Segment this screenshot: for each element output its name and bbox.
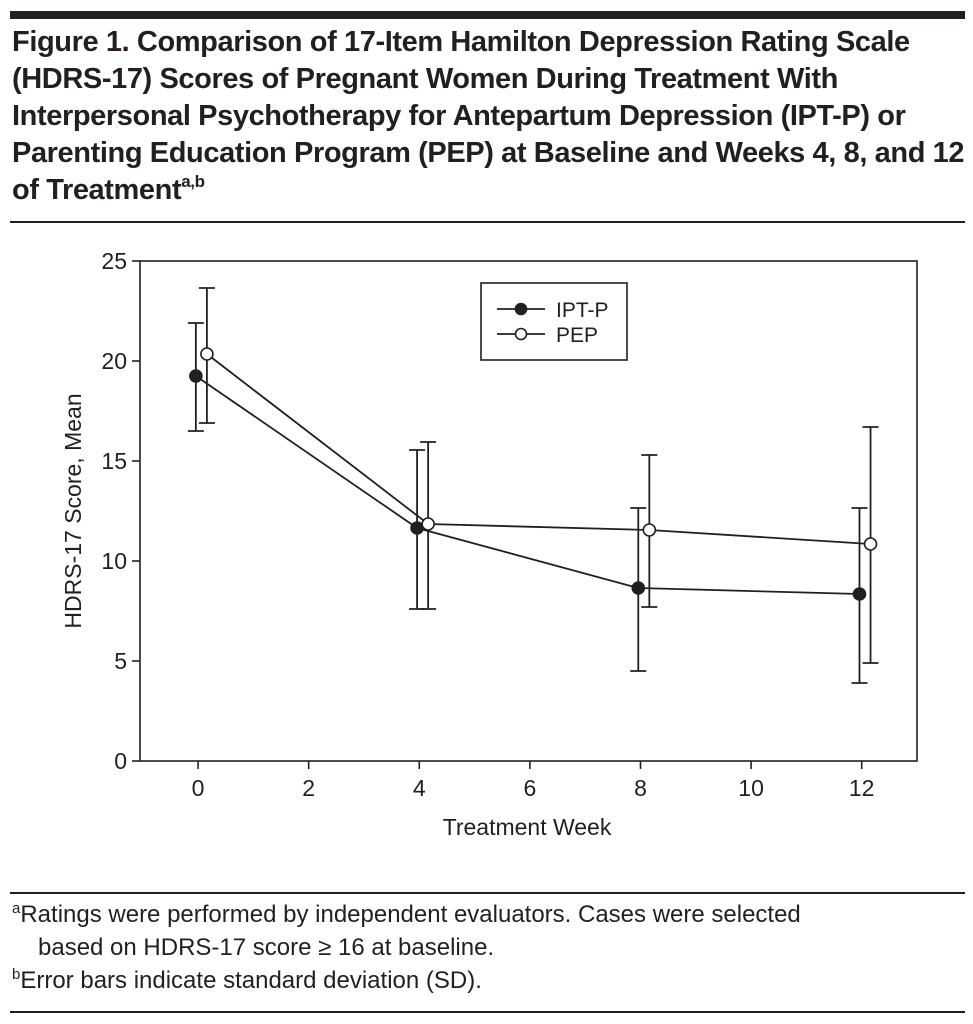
data-point-pep	[200, 347, 214, 361]
y-tick-label: 25	[101, 248, 127, 274]
data-point-ipt-p	[410, 521, 424, 535]
legend-label: IPT-P	[556, 299, 609, 322]
data-point-pep	[421, 517, 435, 531]
footnote-a-marker: a	[12, 900, 21, 917]
footnote-b-marker: b	[12, 966, 21, 983]
x-tick-label: 6	[523, 775, 536, 801]
legend-item-pep: PEP	[497, 324, 598, 347]
x-axis-label: Treatment Week	[443, 814, 612, 840]
footnote-top-rule	[10, 892, 965, 894]
x-tick-label: 2	[302, 775, 315, 801]
footnote-bottom-rule	[10, 1011, 965, 1013]
title-rule	[10, 221, 965, 223]
x-tick-label: 10	[738, 775, 764, 801]
legend-label: PEP	[556, 324, 598, 347]
series-line-pep	[206, 353, 871, 545]
plot-frame	[139, 260, 918, 762]
data-point-pep	[863, 537, 878, 551]
series-lines	[195, 353, 871, 595]
footnote-a: aRatings were performed by independent e…	[12, 898, 962, 931]
y-tick-label: 15	[101, 448, 127, 474]
legend-item-ipt-p: IPT-P	[497, 299, 609, 322]
y-tick-label: 5	[114, 648, 127, 674]
title-superscript: a,b	[181, 172, 205, 191]
series-line-ipt-p	[195, 375, 860, 595]
y-tick-label: 10	[101, 548, 127, 574]
x-tick-label: 8	[634, 775, 647, 801]
x-tick-label: 12	[849, 775, 875, 801]
y-tick-label: 20	[101, 348, 127, 374]
legend-marker	[514, 327, 528, 341]
footnote-a-text: Ratings were performed by independent ev…	[20, 901, 801, 928]
legend-marker	[514, 302, 528, 316]
x-tick-label: 0	[192, 775, 205, 801]
figure-title-text: Figure 1. Comparison of 17-Item Hamilton…	[12, 26, 965, 206]
footnotes: aRatings were performed by independent e…	[12, 898, 962, 997]
footnote-a-continuation: based on HDRS-17 score ≥ 16 at baseline.	[38, 934, 495, 961]
data-point-ipt-p	[852, 587, 867, 601]
data-point-pep	[642, 523, 657, 537]
y-axis-label: HDRS-17 Score, Mean	[60, 393, 86, 628]
top-rule	[10, 11, 965, 19]
data-point-ipt-p	[631, 581, 646, 595]
axes: 0 5 10 15 20 25 0 2 4 6 8 10 12	[101, 248, 918, 801]
data-point-ipt-p	[189, 369, 203, 383]
legend-box	[480, 282, 628, 361]
x-tick-label: 4	[413, 775, 426, 801]
footnote-b-text: Error bars indicate standard deviation (…	[20, 967, 482, 994]
markers	[189, 347, 878, 601]
y-tick-label: 0	[114, 748, 127, 774]
footnote-b: bError bars indicate standard deviation …	[12, 964, 962, 997]
figure-title: Figure 1. Comparison of 17-Item Hamilton…	[12, 24, 967, 209]
